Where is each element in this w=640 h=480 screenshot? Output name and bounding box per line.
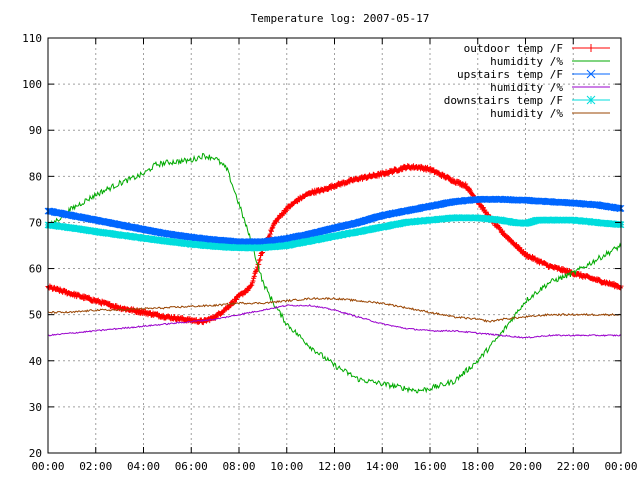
legend-label: outdoor temp /F [464, 42, 563, 55]
x-tick-label: 00:00 [604, 460, 637, 473]
x-tick-label: 14:00 [366, 460, 399, 473]
y-tick-label: 100 [22, 78, 42, 91]
x-tick-label: 12:00 [318, 460, 351, 473]
legend-marker [586, 69, 596, 79]
legend-label: humidity /% [490, 81, 563, 94]
chart-title: Temperature log: 2007-05-17 [251, 12, 430, 25]
y-tick-label: 90 [29, 124, 42, 137]
y-tick-label: 80 [29, 170, 42, 183]
y-tick-label: 70 [29, 216, 42, 229]
x-tick-label: 10:00 [270, 460, 303, 473]
series-line [47, 304, 622, 339]
series-3 [47, 304, 622, 339]
legend-label: downstairs temp /F [444, 94, 563, 107]
x-tick-label: 02:00 [79, 460, 112, 473]
y-tick-label: 50 [29, 309, 42, 322]
y-tick-label: 40 [29, 355, 42, 368]
x-tick-label: 20:00 [509, 460, 542, 473]
legend-label: humidity /% [490, 55, 563, 68]
series-2 [44, 195, 625, 246]
y-tick-label: 60 [29, 263, 42, 276]
x-tick-label: 22:00 [557, 460, 590, 473]
axes: 20 30 40 50 60 70 80 90 100 110 00:00 02:00 04:00 06:… [22, 32, 637, 473]
series-line [47, 297, 622, 323]
x-tick-label: 06:00 [175, 460, 208, 473]
legend-label: upstairs temp /F [457, 68, 563, 81]
series-1 [47, 152, 622, 394]
grid [48, 38, 621, 453]
series-5 [47, 297, 622, 323]
legend-label: humidity /% [490, 107, 563, 120]
legend-marker [586, 95, 596, 105]
x-tick-label: 18:00 [461, 460, 494, 473]
series-line [47, 152, 622, 394]
y-tick-label: 30 [29, 401, 42, 414]
x-tick-label: 08:00 [222, 460, 255, 473]
x-tick-label: 04:00 [127, 460, 160, 473]
x-tick-label: 16:00 [413, 460, 446, 473]
legend-marker [587, 44, 595, 52]
x-tick-label: 00:00 [31, 460, 64, 473]
y-tick-label: 20 [29, 447, 42, 460]
y-tick-label: 110 [22, 32, 42, 45]
